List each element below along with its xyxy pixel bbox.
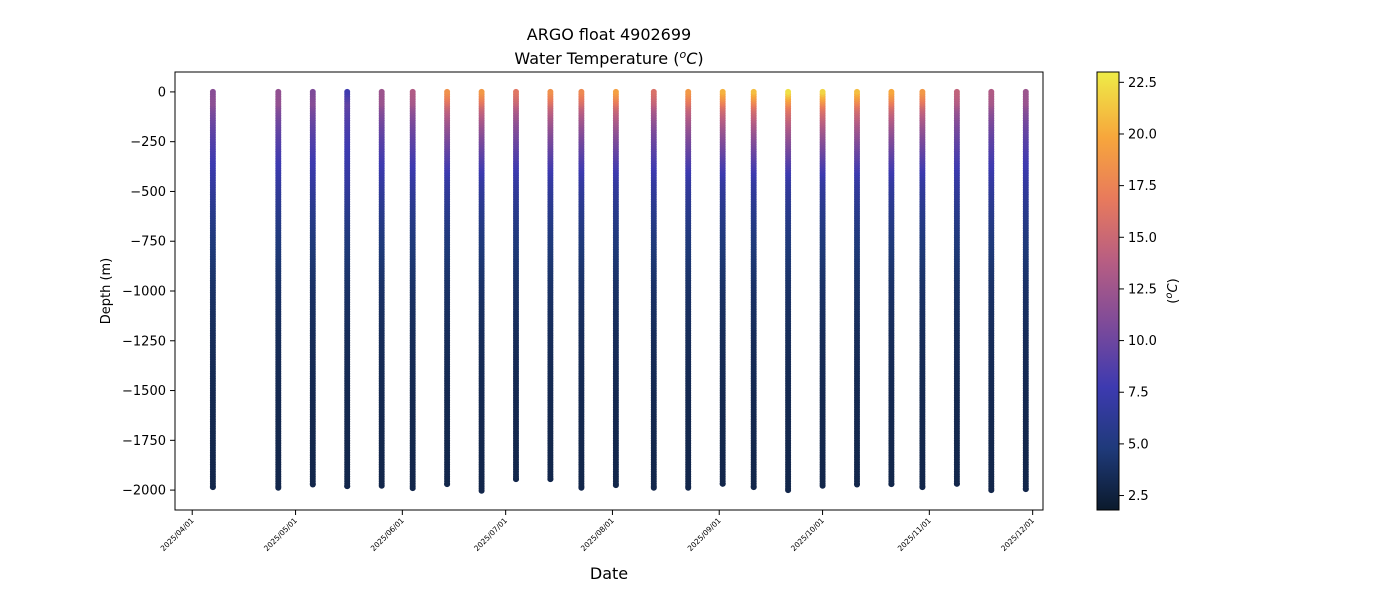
profile-8 — [513, 88, 519, 483]
colorbar-tick-label: 20.0 — [1128, 127, 1157, 142]
x-tick-label: 2025/11/01 — [896, 516, 933, 553]
data-point — [785, 88, 792, 95]
data-point — [1022, 88, 1029, 95]
x-tick-label: 2025/07/01 — [472, 516, 509, 553]
x-tick-label: 2025/04/01 — [159, 516, 196, 553]
profile-4 — [378, 88, 385, 489]
y-tick-label: −500 — [130, 185, 166, 200]
colorbar-label: (oC) — [1164, 278, 1181, 303]
colorbar-tick-label: 17.5 — [1128, 179, 1157, 194]
data-point — [854, 88, 860, 95]
x-tick-label: 2025/05/01 — [262, 516, 299, 553]
data-point — [988, 88, 995, 95]
y-axis-ticks: 0 −250 −500 −750 −1000 −1250 −1500 −1750 −2000 — [122, 85, 175, 499]
data-point — [578, 88, 585, 95]
x-tick-label: 2025/09/01 — [686, 516, 723, 553]
data-point — [378, 88, 385, 95]
y-tick-label: 0 — [158, 85, 166, 100]
profile-23 — [1022, 88, 1029, 493]
profile-7 — [478, 88, 485, 494]
y-tick-label: −1500 — [122, 384, 166, 399]
profile-18 — [854, 88, 860, 488]
data-point — [344, 88, 351, 95]
profile-9 — [547, 88, 554, 483]
colorbar-ticks: 2.5 5.0 7.5 10.0 12.5 15.0 17.5 20.0 22.5 — [1119, 76, 1157, 504]
x-tick-label: 2025/08/01 — [579, 516, 616, 553]
data-point — [478, 88, 485, 95]
colorbar-tick-label: 22.5 — [1128, 76, 1157, 91]
chart-title: ARGO float 4902699 — [527, 25, 691, 44]
x-tick-label: 2025/10/01 — [789, 516, 826, 553]
profile-12 — [650, 88, 657, 491]
profile-3 — [344, 88, 351, 490]
y-axis-label: Depth (m) — [99, 258, 114, 325]
data-point — [650, 88, 657, 95]
colorbar-tick-label: 10.0 — [1128, 334, 1157, 349]
profile-1 — [275, 88, 282, 491]
colorbar-tick-label: 15.0 — [1128, 231, 1157, 246]
profile-13 — [685, 88, 692, 491]
y-tick-label: −1750 — [122, 434, 166, 449]
x-axis-ticks: 2025/04/01 2025/05/01 2025/06/01 2025/07/01… — [159, 510, 1036, 553]
data-point — [409, 88, 416, 95]
data-point — [685, 88, 692, 95]
profile-11 — [612, 88, 619, 489]
data-point — [953, 88, 960, 95]
profile-16 — [785, 88, 792, 494]
data-point — [888, 88, 895, 95]
colorbar-tick-label: 2.5 — [1128, 489, 1149, 504]
profile-20 — [919, 88, 926, 491]
profile-5 — [409, 88, 416, 492]
data-point — [819, 88, 826, 95]
y-tick-label: −1250 — [122, 334, 166, 349]
profile-15 — [750, 88, 757, 491]
data-point — [513, 88, 519, 95]
y-tick-label: −250 — [130, 135, 166, 150]
y-tick-label: −1000 — [122, 285, 166, 300]
profile-2 — [309, 88, 316, 488]
data-point — [919, 88, 926, 95]
chart-subtitle: Water Temperature (oC) — [514, 48, 703, 68]
x-tick-label: 2025/06/01 — [369, 516, 406, 553]
profile-21 — [953, 88, 960, 487]
y-tick-label: −750 — [130, 235, 166, 250]
profile-10 — [578, 88, 585, 491]
y-tick-label: −2000 — [122, 484, 166, 499]
x-axis-label: Date — [590, 564, 628, 583]
data-point — [444, 88, 451, 95]
data-point — [547, 88, 554, 95]
data-point — [612, 88, 619, 95]
colorbar — [1096, 71, 1120, 511]
data-point — [275, 88, 282, 95]
data-point — [750, 88, 757, 95]
data-layer — [209, 88, 1029, 494]
profile-14 — [719, 88, 726, 487]
profile-17 — [819, 88, 826, 489]
data-point — [719, 88, 726, 95]
plot-frame — [174, 71, 1044, 511]
data-point — [309, 88, 316, 95]
x-tick-label: 2025/12/01 — [999, 516, 1036, 553]
data-point — [209, 88, 216, 95]
profile-19 — [888, 88, 895, 488]
colorbar-tick-label: 5.0 — [1128, 437, 1149, 452]
profile-0 — [209, 88, 216, 491]
profile-6 — [444, 88, 451, 488]
colorbar-tick-label: 12.5 — [1128, 282, 1157, 297]
colorbar-tick-label: 7.5 — [1128, 386, 1149, 401]
profile-22 — [988, 88, 995, 494]
